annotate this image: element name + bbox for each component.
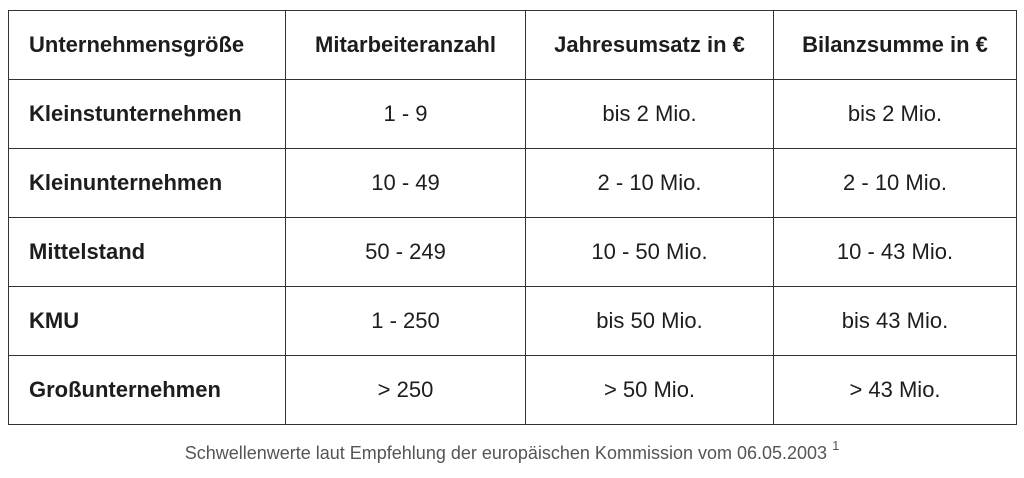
footnote-marker: 1 bbox=[832, 438, 840, 453]
table-cell: bis 2 Mio. bbox=[773, 79, 1017, 149]
table: Unternehmensgröße Mitarbeiteranzahl Jahres… bbox=[8, 10, 1017, 425]
table-cell: bis 43 Mio. bbox=[773, 286, 1017, 356]
header-cell: Mitarbeiteranzahl bbox=[285, 10, 526, 80]
caption-text: Schwellenwerte laut Empfehlung der europ… bbox=[184, 443, 828, 463]
row-label: Mittelstand bbox=[8, 217, 286, 287]
row-label: Kleinstunternehmen bbox=[8, 79, 286, 149]
table-row: Kleinstunternehmen 1 - 9 bis 2 Mio. bis 2 M… bbox=[8, 79, 1017, 149]
table-cell: bis 50 Mio. bbox=[525, 286, 774, 356]
caption: Schwellenwerte laut Empfehlung der europ… bbox=[0, 438, 1024, 464]
table-container: Unternehmensgröße Mitarbeiteranzahl Jahres… bbox=[8, 10, 1017, 425]
table-cell: 1 - 250 bbox=[285, 286, 526, 356]
table-cell: 2 - 10 Mio. bbox=[525, 148, 774, 218]
table-cell: 10 - 49 bbox=[285, 148, 526, 218]
header-cell: Unternehmensgröße bbox=[8, 10, 286, 80]
table-head: Unternehmensgröße Mitarbeiteranzahl Jahres… bbox=[8, 10, 1017, 80]
table-body: Kleinstunternehmen 1 - 9 bis 2 Mio. bis 2 M… bbox=[8, 79, 1017, 425]
table-row: Mittelstand 50 - 249 10 - 50 Mio. 10 - 43 M… bbox=[8, 217, 1017, 287]
table-cell: > 43 Mio. bbox=[773, 355, 1017, 425]
table-row: Kleinunternehmen 10 - 49 2 - 10 Mio. 2 - 10… bbox=[8, 148, 1017, 218]
table-cell: 50 - 249 bbox=[285, 217, 526, 287]
table-row: KMU 1 - 250 bis 50 Mio. bis 43 Mio. bbox=[8, 286, 1017, 356]
table-cell: 10 - 50 Mio. bbox=[525, 217, 774, 287]
row-label: KMU bbox=[8, 286, 286, 356]
table-cell: > 250 bbox=[285, 355, 526, 425]
row-label: Großunternehmen bbox=[8, 355, 286, 425]
table-cell: 1 - 9 bbox=[285, 79, 526, 149]
table-cell: bis 2 Mio. bbox=[525, 79, 774, 149]
table-row: Großunternehmen > 250 > 50 Mio. > 43 Mio. bbox=[8, 355, 1017, 425]
table-cell: > 50 Mio. bbox=[525, 355, 774, 425]
header-row: Unternehmensgröße Mitarbeiteranzahl Jahres… bbox=[8, 10, 1017, 80]
table-cell: 2 - 10 Mio. bbox=[773, 148, 1017, 218]
table-cell: 10 - 43 Mio. bbox=[773, 217, 1017, 287]
header-cell: Jahresumsatz in € bbox=[525, 10, 774, 80]
header-cell: Bilanzsumme in € bbox=[773, 10, 1017, 80]
row-label: Kleinunternehmen bbox=[8, 148, 286, 218]
